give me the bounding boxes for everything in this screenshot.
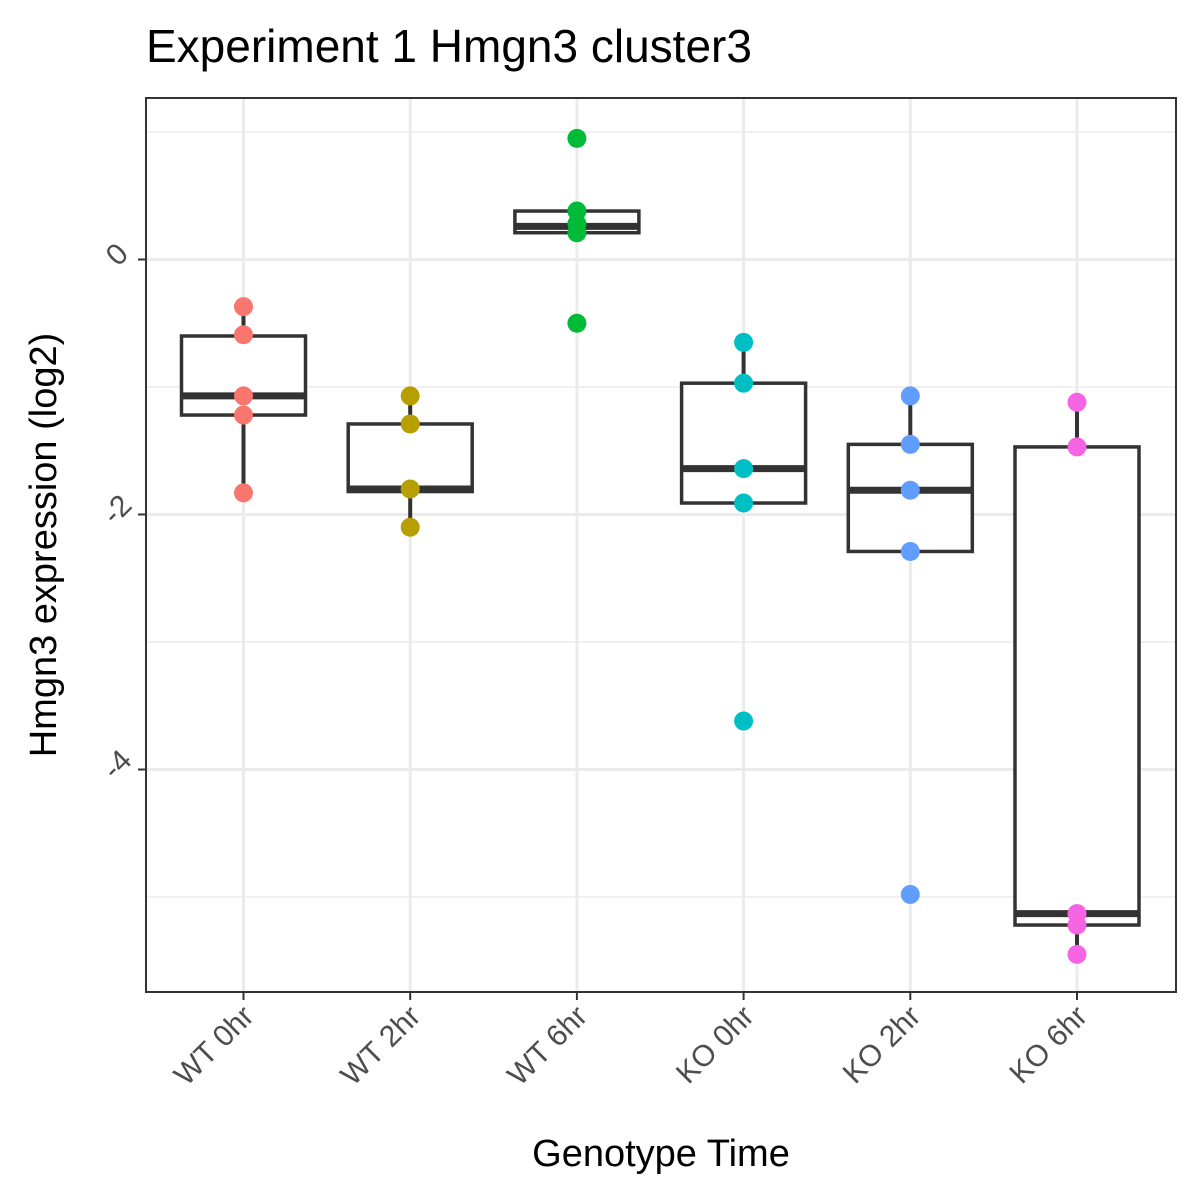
- x-tick-label: KO 0hr: [670, 1000, 761, 1091]
- data-point: [400, 386, 420, 406]
- data-point: [234, 483, 253, 503]
- x-tick-label: WT 0hr: [168, 1000, 260, 1092]
- x-tick-label: WT 6hr: [501, 1000, 593, 1092]
- data-point: [1067, 915, 1087, 935]
- data-point: [567, 313, 587, 333]
- data-point: [567, 128, 587, 148]
- plot-panel-border: [145, 97, 1177, 993]
- data-point: [1067, 944, 1087, 964]
- y-tick-label: 0: [100, 237, 135, 272]
- data-point: [734, 711, 754, 731]
- box-ko-6hr: [1013, 445, 1141, 927]
- y-tick-label: -2: [96, 489, 138, 531]
- data-point: [900, 386, 920, 406]
- box-ko-0hr: [679, 381, 808, 505]
- data-point: [234, 386, 253, 406]
- data-point: [400, 479, 420, 499]
- data-point: [900, 434, 920, 454]
- data-point: [734, 459, 754, 479]
- data-point: [234, 405, 253, 425]
- x-axis-title: Genotype Time: [532, 1133, 790, 1175]
- data-point: [900, 480, 920, 500]
- data-point: [734, 493, 754, 513]
- data-point: [567, 223, 587, 243]
- x-tick-label: WT 2hr: [335, 1000, 427, 1092]
- data-point: [400, 517, 420, 537]
- data-point: [900, 541, 920, 561]
- data-point: [234, 325, 253, 345]
- data-point: [734, 373, 754, 393]
- y-tick-label: -4: [96, 744, 138, 786]
- data-point: [900, 884, 920, 904]
- point-layer: [234, 128, 1087, 964]
- data-point: [1067, 437, 1087, 457]
- x-tick-label: KO 6hr: [1003, 1000, 1094, 1091]
- data-point: [234, 297, 253, 317]
- x-tick-label: KO 2hr: [837, 1000, 928, 1091]
- y-axis-title: Hmgn3 expression (log2): [23, 333, 65, 758]
- chart-title: Experiment 1 Hmgn3 cluster3: [146, 20, 752, 72]
- data-point: [1067, 392, 1087, 412]
- box-layer: [179, 209, 1141, 955]
- data-point: [734, 332, 754, 352]
- data-point: [400, 414, 420, 434]
